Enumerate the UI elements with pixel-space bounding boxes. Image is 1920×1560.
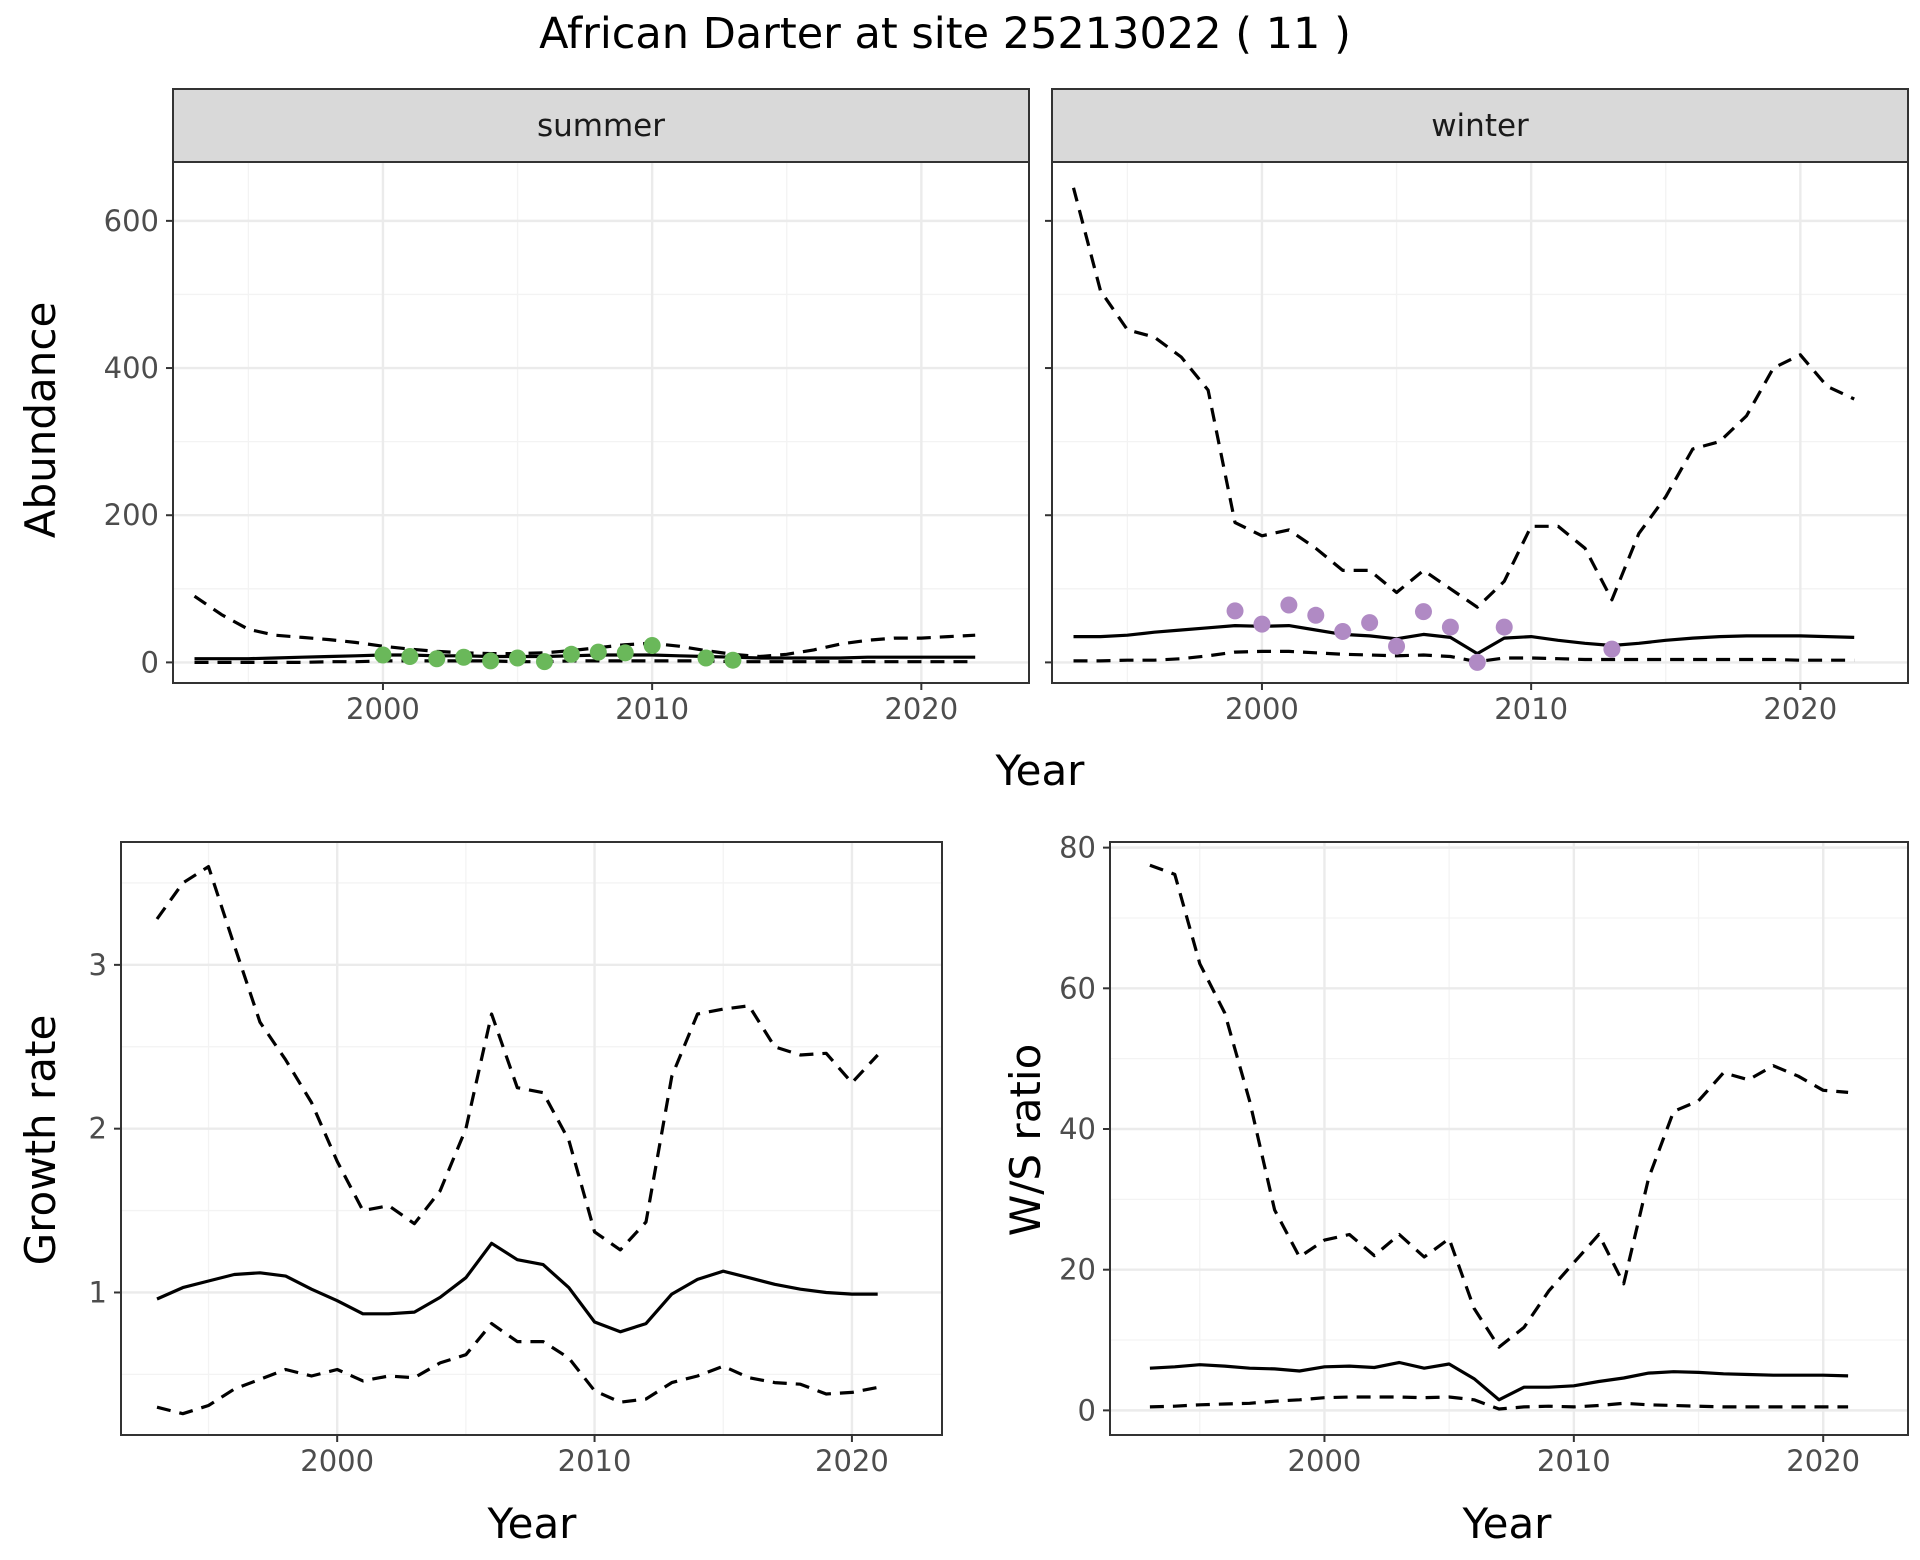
x-tick-label: 2010 [558, 1444, 632, 1478]
x-tick-label: 2000 [1225, 692, 1299, 726]
x-tick-label: 2000 [1288, 1444, 1362, 1478]
growth-rate-y-axis-title: Growth rate [16, 1015, 65, 1266]
y-tick-label: 20 [1059, 1253, 1096, 1287]
facet-strip-winter: winter [1051, 88, 1909, 163]
plot-area [173, 162, 1029, 683]
summer-observed-point [589, 643, 607, 661]
ws-ratio-y-axis-title: W/S ratio [1001, 1044, 1050, 1237]
winter-observed-point [1307, 606, 1325, 624]
plot-area [121, 842, 942, 1435]
x-tick-label: 2020 [1763, 692, 1837, 726]
winter-observed-point [1253, 615, 1271, 633]
winter-observed-point [1441, 618, 1459, 636]
summer-upper-line [193, 594, 976, 659]
winter-observed-point [1495, 618, 1513, 636]
growth-rate-panel: 2000 2010 2020 1 2 3 [89, 841, 943, 1478]
y-tick-label: 2 [89, 1112, 107, 1146]
summer-observed-point [428, 650, 446, 668]
panel-border [120, 841, 943, 1436]
winter-observed-point [1468, 653, 1486, 671]
y-tick-label: 400 [104, 351, 159, 385]
x-tick-label: 2000 [346, 692, 420, 726]
abundance-y-axis-title: Abundance [16, 302, 65, 539]
y-tick-label: 600 [104, 204, 159, 238]
growth-rate-x-axis-title: Year [487, 1499, 578, 1548]
ws-upper-line [1149, 863, 1849, 1349]
winter-observed-point [1603, 640, 1621, 658]
x-tick-label: 2020 [815, 1444, 889, 1478]
summer-observed-point [455, 648, 473, 666]
facet-label-summer: summer [537, 108, 665, 144]
summer-observed-point [697, 649, 715, 667]
growth-lower-line [156, 1321, 878, 1416]
summer-observed-point [509, 649, 527, 667]
winter-observed-point [1334, 622, 1352, 640]
facet-label-winter: winter [1431, 108, 1529, 144]
winter-lower-line [1073, 649, 1855, 664]
winter-observed-point [1226, 602, 1244, 620]
winter-observed-point [1414, 603, 1432, 621]
panel-border [1109, 841, 1909, 1436]
winter-estimate-line [1073, 623, 1855, 656]
y-tick-label: 60 [1059, 971, 1096, 1005]
plot-area [1052, 162, 1908, 683]
ws-ratio-x-axis-title: Year [1462, 1499, 1553, 1548]
x-tick-label: 2010 [1537, 1444, 1611, 1478]
abundance-summer-panel: 2000 2010 2020 0 200 400 600 [104, 161, 1030, 726]
ws-ratio-panel: 2000 2010 2020 0 20 40 60 80 [1059, 831, 1909, 1478]
winter-observed-point [1388, 637, 1406, 655]
facet-strip-summer: summer [172, 88, 1030, 163]
summer-observed-point [401, 648, 419, 666]
ws-lower-line [1149, 1395, 1849, 1411]
winter-observed-point [1280, 596, 1298, 614]
abundance-x-axis-title: Year [995, 746, 1086, 795]
abundance-winter-panel: 2000 2010 2020 [1045, 161, 1909, 726]
x-tick-label: 2010 [1494, 692, 1568, 726]
summer-estimate-line [194, 653, 976, 661]
chart-title: African Darter at site 25213022 ( 11 ) [539, 9, 1351, 59]
summer-observed-point [535, 653, 553, 671]
y-tick-label: 200 [104, 498, 159, 532]
winter-upper-line [1071, 187, 1855, 609]
summer-observed-point [724, 651, 742, 669]
summer-observed-point [562, 645, 580, 663]
y-tick-label: 0 [141, 645, 159, 679]
growth-upper-line [155, 864, 879, 1252]
y-tick-label: 40 [1059, 1112, 1096, 1146]
x-tick-label: 2000 [300, 1444, 374, 1478]
x-tick-label: 2020 [1786, 1444, 1860, 1478]
x-tick-label: 2020 [884, 692, 958, 726]
y-tick-label: 3 [89, 948, 107, 982]
winter-observed-point [1361, 614, 1379, 632]
y-tick-label: 0 [1078, 1393, 1096, 1427]
x-tick-label: 2010 [615, 692, 689, 726]
summer-observed-point [482, 652, 500, 670]
summer-observed-point [374, 646, 392, 664]
y-tick-label: 1 [89, 1275, 107, 1309]
y-tick-label: 80 [1059, 831, 1096, 865]
plot-area [1110, 842, 1908, 1435]
ws-estimate-line [1149, 1360, 1849, 1402]
summer-lower-line [194, 659, 976, 665]
summer-observed-point [616, 644, 634, 662]
growth-estimate-line [156, 1241, 878, 1334]
summer-observed-point [643, 636, 661, 654]
